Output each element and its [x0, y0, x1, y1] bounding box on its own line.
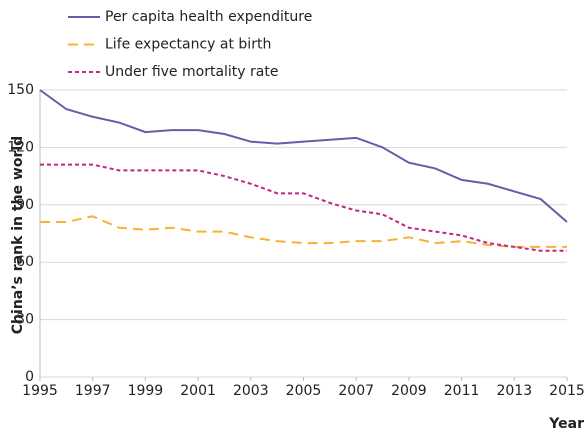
legend-label: Under five mortality rate	[105, 64, 278, 80]
data-line	[40, 163, 567, 252]
y-tick-label: 120	[7, 139, 34, 155]
x-tick-label: 1997	[75, 383, 111, 399]
x-tick-label: 2011	[444, 383, 480, 399]
legend-label: Life expectancy at birth	[105, 37, 271, 53]
x-tick-label: 2007	[338, 383, 374, 399]
x-tick-label: 2009	[391, 383, 427, 399]
data-line	[40, 215, 567, 248]
x-tick-label: 2013	[496, 383, 532, 399]
x-tick-label: 2003	[233, 383, 269, 399]
x-tick-label: 2005	[286, 383, 322, 399]
x-tick-label: 2001	[180, 383, 216, 399]
y-tick-label: 90	[16, 197, 34, 213]
y-tick-label: 30	[16, 312, 34, 328]
y-tick-label: 0	[25, 369, 34, 385]
y-tick-label: 60	[16, 254, 34, 270]
data-line	[39, 89, 568, 223]
y-axis-label: China’s rank in the world	[10, 136, 26, 334]
x-axis-label: Year	[548, 416, 584, 432]
y-tick-label: 150	[7, 82, 34, 98]
x-tick-label: 1995	[22, 383, 58, 399]
legend-label: Per capita health expenditure	[105, 9, 312, 25]
x-tick-label: 2015	[549, 383, 584, 399]
x-tick-label: 1999	[128, 383, 164, 399]
